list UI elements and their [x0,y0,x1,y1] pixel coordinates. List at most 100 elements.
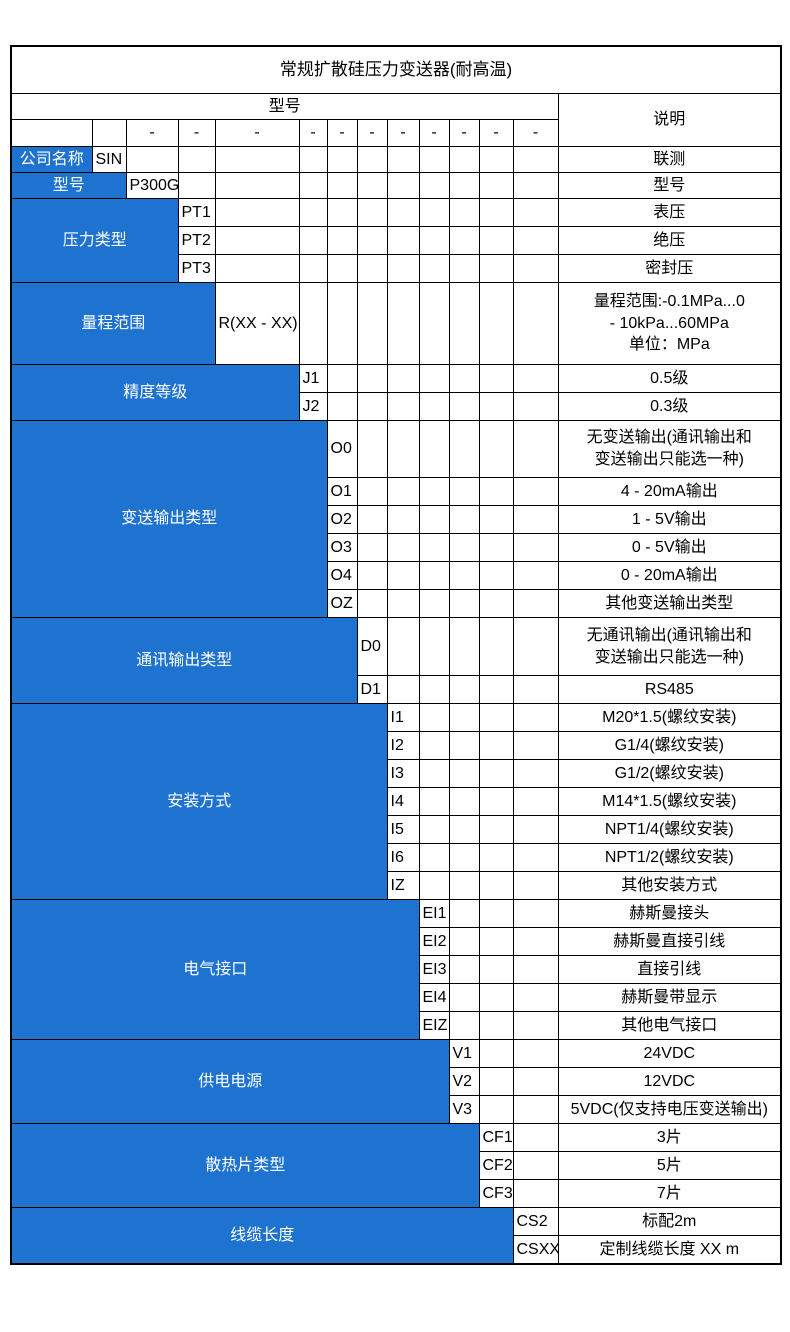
category-accuracy: 精度等级 [10,364,300,421]
filler-cell [356,589,388,618]
filler-cell [356,505,388,534]
filler-cell [418,843,450,872]
code-cell: V2 [448,1067,480,1096]
filler-cell [512,364,559,393]
filler-cell [298,146,328,173]
code-cell: R(XX - XX) [214,282,300,365]
filler-cell [386,533,420,562]
filler-cell [512,1095,559,1124]
filler-cell [418,282,450,365]
spec-table: 常规扩散硅压力变送器(耐高温) 型号 说明 - - - - - - - - - … [10,45,783,1265]
desc-cell: 0 - 20mA输出 [557,561,782,590]
filler-cell [356,254,388,283]
filler-cell [298,254,328,283]
filler-cell [386,364,420,393]
code-cell: PT1 [177,198,216,227]
filler-cell [356,420,388,478]
filler-cell [448,675,480,704]
dash-separator: - [356,119,388,147]
filler-cell [478,1011,514,1040]
desc-cell: 联测 [557,146,782,173]
filler-cell [356,146,388,173]
desc-cell: 其他安装方式 [557,871,782,900]
filler-cell [478,787,514,816]
dash-separator: - [448,119,480,147]
desc-cell: RS485 [557,675,782,704]
desc-cell: 赫斯曼直接引线 [557,927,782,956]
filler-cell [386,420,420,478]
filler-cell [512,226,559,255]
filler-cell [356,364,388,393]
filler-cell [512,505,559,534]
filler-cell [326,364,358,393]
desc-cell: 5VDC(仅支持电压变送输出) [557,1095,782,1124]
desc-cell: 赫斯曼接头 [557,899,782,928]
filler-cell [418,146,450,173]
filler-cell [448,561,480,590]
filler-cell [356,226,388,255]
filler-cell [478,899,514,928]
desc-cell: 1 - 5V输出 [557,505,782,534]
filler-cell [448,589,480,618]
filler-cell [386,505,420,534]
filler-cell [214,198,300,227]
filler-cell [326,226,358,255]
filler-cell [418,420,450,478]
desc-cell: 直接引线 [557,955,782,984]
code-cell: I4 [386,787,420,816]
category-company-name: 公司名称 [10,146,93,173]
filler-cell [214,254,300,283]
filler-cell [448,955,480,984]
desc-cell: 绝压 [557,226,782,255]
filler-cell [386,254,420,283]
code-cell: CF1 [478,1123,514,1152]
filler-cell [418,392,450,421]
code-cell: J2 [298,392,328,421]
filler-cell [177,172,216,199]
filler-cell [478,955,514,984]
filler-cell [512,759,559,788]
filler-cell [478,254,514,283]
filler-cell [418,477,450,506]
desc-cell: NPT1/4(螺纹安装) [557,815,782,844]
dash-separator: - [298,119,328,147]
filler-cell [512,561,559,590]
code-cell: P300G [125,172,179,199]
category-power-supply: 供电电源 [10,1039,450,1124]
code-cell: I3 [386,759,420,788]
filler-cell [512,787,559,816]
code-cell: EI1 [418,899,450,928]
code-cell: I2 [386,731,420,760]
category-heatsink-type: 散热片类型 [10,1123,480,1208]
filler-cell [448,146,480,173]
filler-cell [386,392,420,421]
desc-cell: G1/4(螺纹安装) [557,731,782,760]
desc-cell: 12VDC [557,1067,782,1096]
desc-cell: 其他变送输出类型 [557,589,782,618]
filler-cell [448,843,480,872]
code-cell: PT2 [177,226,216,255]
desc-cell: 7片 [557,1179,782,1208]
filler-cell [418,364,450,393]
code-cell: SIN [91,146,127,173]
filler-cell [418,533,450,562]
dash-separator: - [386,119,420,147]
filler-cell [418,617,450,676]
filler-cell [326,282,358,365]
desc-cell: 0 - 5V输出 [557,533,782,562]
filler-cell [478,843,514,872]
dash-separator: - [177,119,216,147]
code-cell: OZ [326,589,358,618]
filler-cell [356,477,388,506]
code-cell: CSXX [512,1235,559,1265]
filler-cell [386,282,420,365]
desc-cell: 0.5级 [557,364,782,393]
desc-cell: 型号 [557,172,782,199]
category-electrical-interface: 电气接口 [10,899,420,1040]
filler-cell [478,364,514,393]
filler-cell [418,505,450,534]
filler-cell [512,843,559,872]
code-cell: D1 [356,675,388,704]
filler-cell [478,533,514,562]
filler-cell [418,172,450,199]
